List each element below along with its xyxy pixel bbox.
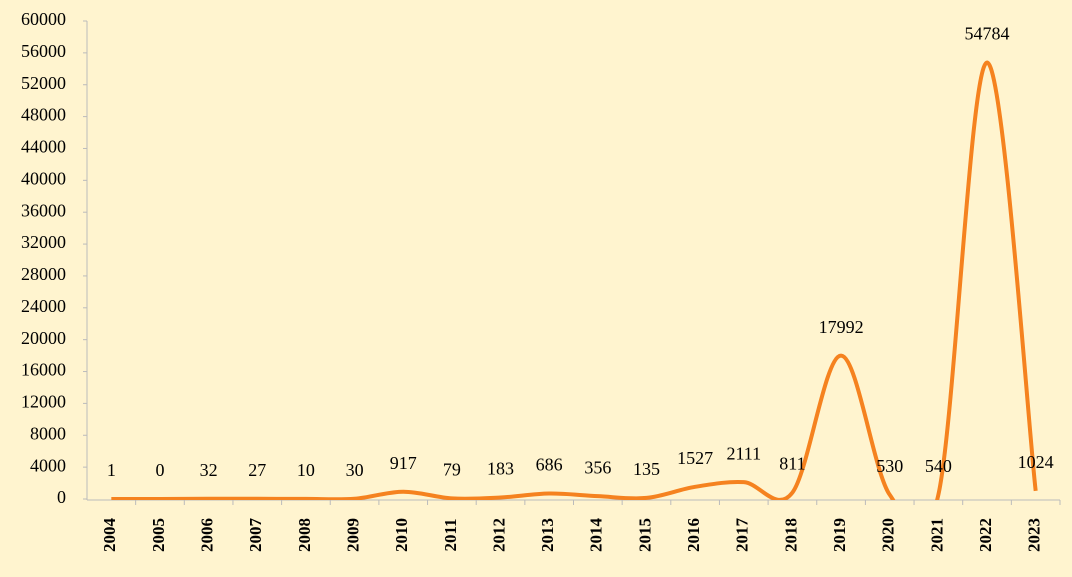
data-label: 135 bbox=[633, 459, 660, 479]
x-tick-label: 2009 bbox=[343, 518, 362, 552]
y-tick-label: 0 bbox=[57, 487, 66, 507]
y-tick-label: 20000 bbox=[21, 328, 66, 348]
line bbox=[111, 60, 1038, 500]
x-tick-label: 2008 bbox=[295, 518, 314, 552]
x-tick-label: 2010 bbox=[392, 518, 411, 552]
y-tick-label: 8000 bbox=[30, 423, 66, 443]
y-tick-label: 40000 bbox=[21, 168, 66, 188]
x-tick-label: 2005 bbox=[149, 518, 168, 552]
y-tick-label: 28000 bbox=[21, 264, 66, 284]
data-label: 10 bbox=[297, 460, 315, 480]
y-tick-label: 32000 bbox=[21, 232, 66, 252]
data-label: 54784 bbox=[965, 24, 1010, 44]
y-tick-label: 12000 bbox=[21, 392, 66, 412]
y-tick-label: 44000 bbox=[21, 137, 66, 157]
x-tick-label: 2023 bbox=[1025, 518, 1044, 552]
y-tick-label: 36000 bbox=[21, 200, 66, 220]
x-tick-label: 2007 bbox=[246, 518, 265, 553]
x-tick-label: 2006 bbox=[198, 518, 217, 552]
data-label: 356 bbox=[584, 457, 611, 477]
x-tick-label: 2012 bbox=[489, 518, 508, 552]
data-label: 917 bbox=[390, 453, 417, 473]
x-tick-label: 2004 bbox=[100, 518, 119, 553]
y-tick-label: 16000 bbox=[21, 360, 66, 380]
data-label: 30 bbox=[346, 460, 364, 480]
data-label: 540 bbox=[925, 456, 952, 476]
data-label: 2111 bbox=[726, 443, 761, 463]
x-tick-label: 2011 bbox=[441, 518, 460, 551]
y-tick-label: 48000 bbox=[21, 105, 66, 125]
x-tick-label: 2019 bbox=[830, 518, 849, 552]
data-label: 17992 bbox=[819, 317, 864, 337]
x-tick-label: 2021 bbox=[927, 518, 946, 552]
y-tick-label: 56000 bbox=[21, 41, 66, 61]
data-label: 79 bbox=[443, 459, 461, 479]
y-tick-label: 52000 bbox=[21, 73, 66, 93]
x-tick-label: 2013 bbox=[538, 518, 557, 552]
x-tick-label: 2020 bbox=[879, 518, 898, 552]
x-tick-label: 2018 bbox=[781, 518, 800, 552]
x-tick-label: 2016 bbox=[684, 518, 703, 552]
data-label: 27 bbox=[248, 460, 266, 480]
data-label: 1024 bbox=[1018, 452, 1054, 472]
y-tick-label: 60000 bbox=[21, 9, 66, 29]
data-label: 1527 bbox=[677, 448, 713, 468]
data-label: 32 bbox=[200, 460, 218, 480]
data-label: 183 bbox=[487, 459, 514, 479]
data-label: 1 bbox=[107, 460, 116, 480]
data-label: 530 bbox=[876, 456, 903, 476]
data-label: 0 bbox=[155, 460, 164, 480]
y-tick-label: 24000 bbox=[21, 296, 66, 316]
x-tick-label: 2022 bbox=[976, 518, 995, 552]
y-tick-label: 4000 bbox=[30, 455, 66, 475]
x-tick-label: 2014 bbox=[587, 518, 606, 553]
data-label: 811 bbox=[779, 454, 805, 474]
x-tick-label: 2017 bbox=[733, 518, 752, 553]
x-tick-label: 2015 bbox=[635, 518, 654, 552]
data-label: 686 bbox=[536, 455, 563, 475]
